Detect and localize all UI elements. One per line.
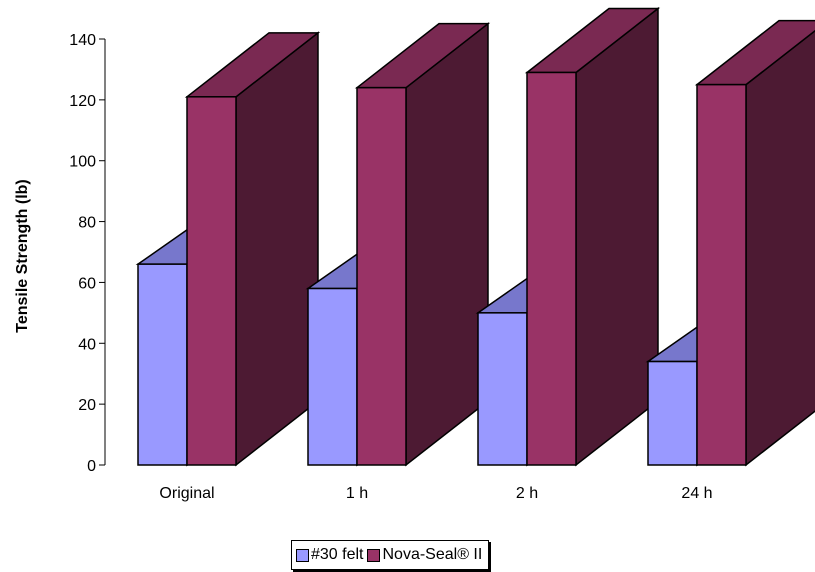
y-tick-label: 20 — [78, 397, 96, 414]
bar-front-face — [137, 263, 188, 466]
bar-front-face — [526, 71, 577, 466]
x-tick-label: 1 h — [346, 485, 368, 502]
x-tick-label: 2 h — [516, 485, 538, 502]
bar-front-face — [356, 86, 407, 466]
legend-label-nova-seal: Nova-Seal® II — [382, 546, 483, 563]
legend-swatch-nova-seal — [367, 548, 381, 562]
legend-label-felt: #30 felt — [311, 546, 364, 563]
legend-item-felt: #30 felt — [296, 546, 363, 564]
bar-nova-seal-3 — [694, 19, 815, 467]
y-axis: 0 20 40 60 80 100 120 140 — [69, 32, 106, 475]
bar-front-face — [186, 96, 237, 466]
y-tick-label: 140 — [69, 32, 96, 49]
bar-side-face — [235, 31, 319, 467]
legend: #30 felt Nova-Seal® II — [291, 540, 490, 570]
legend-item-nova-seal: Nova-Seal® II — [367, 546, 482, 564]
legend-swatch-felt — [296, 548, 309, 562]
bar-nova-seal-0 — [184, 31, 321, 467]
x-axis-labels: Original 1 h 2 h 24 h — [159, 485, 712, 502]
y-tick-label: 40 — [78, 336, 96, 353]
bar-side-face — [405, 22, 489, 467]
y-tick-label: 120 — [69, 93, 96, 110]
y-tick-label: 80 — [78, 215, 96, 232]
y-tick-label: 60 — [78, 275, 96, 292]
y-tick-label: 0 — [87, 458, 96, 475]
bar-side-face — [745, 29, 815, 467]
bar-front-face — [696, 83, 747, 466]
bar-nova-seal-1 — [354, 22, 491, 467]
y-axis-title: Tensile Strength (lb) — [14, 179, 31, 332]
bars-layer — [135, 6, 815, 467]
bar-front-face — [477, 312, 528, 466]
bar-nova-seal-2 — [524, 6, 661, 467]
x-tick-label: Original — [159, 485, 214, 502]
y-tick-label: 100 — [69, 154, 96, 171]
bar-side-face — [575, 6, 659, 467]
bar-front-face — [307, 287, 358, 466]
x-tick-label: 24 h — [681, 485, 712, 502]
bar-front-face — [647, 360, 698, 466]
